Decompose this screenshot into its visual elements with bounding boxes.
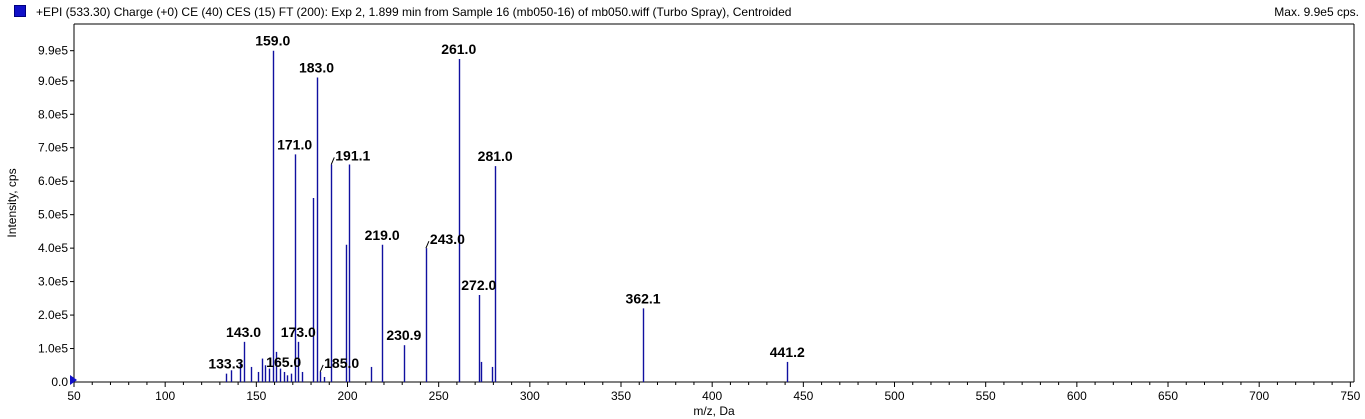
- peak-label: 183.0: [299, 59, 334, 75]
- spectrum-title: +EPI (533.30) Charge (+0) CE (40) CES (1…: [36, 5, 792, 19]
- x-tick-label: 350: [611, 389, 631, 403]
- x-axis-title: m/z, Da: [693, 404, 735, 418]
- y-axis-ticks: 0.0 1.0e5 2.0e5 3.0e5 4.0e5 5.0e5 6.0e5 7.0e5 8.…: [38, 44, 74, 389]
- origin-marker-icon[interactable]: [70, 375, 77, 385]
- y-tick-label: 2.0e5: [38, 308, 68, 322]
- peak-label: 243.0: [430, 231, 465, 247]
- x-tick-label: 250: [429, 389, 449, 403]
- max-intensity-label: Max. 9.9e5 cps.: [1274, 5, 1359, 19]
- peak-label: 230.9: [386, 327, 421, 343]
- y-tick-label: 9.9e5: [38, 44, 68, 58]
- x-tick-label: 200: [337, 389, 357, 403]
- peak-label: 143.0: [226, 324, 261, 340]
- peak-label-leader: [330, 157, 335, 165]
- x-tick-label: 500: [884, 389, 904, 403]
- x-axis-ticks: 50 100 150 200 250 300 350 400 450 500 550 600 650 70…: [67, 382, 1361, 403]
- x-tick-label: 50: [67, 389, 81, 403]
- peak-label: 171.0: [277, 136, 312, 152]
- y-tick-label: 7.0e5: [38, 141, 68, 155]
- peak-label: 281.0: [478, 148, 513, 164]
- peak-label: 185.0: [324, 355, 359, 371]
- x-tick-label: 100: [155, 389, 175, 403]
- y-tick-label: 5.0e5: [38, 208, 68, 222]
- y-axis-title: Intensity, cps: [5, 168, 19, 237]
- peak-label: 191.1: [335, 147, 370, 163]
- x-tick-label: 150: [246, 389, 266, 403]
- peak-label: 441.2: [770, 344, 805, 360]
- peak-label: 272.0: [461, 277, 496, 293]
- x-tick-label: 650: [1158, 389, 1178, 403]
- y-tick-label: 8.0e5: [38, 107, 68, 121]
- y-tick-label: 4.0e5: [38, 241, 68, 255]
- chart-axes: [73, 23, 1355, 383]
- y-tick-label: 0.0: [51, 375, 68, 389]
- y-tick-label: 6.0e5: [38, 174, 68, 188]
- x-tick-label: 300: [520, 389, 540, 403]
- series-swatch-icon: [14, 5, 26, 17]
- y-tick-label: 1.0e5: [38, 342, 68, 356]
- spectrum-peaks: [225, 50, 789, 382]
- x-tick-label: 450: [793, 389, 813, 403]
- x-tick-label: 700: [1249, 389, 1269, 403]
- peak-label-leader: [425, 240, 430, 249]
- peak-label: 261.0: [441, 41, 476, 57]
- peak-label: 362.1: [626, 290, 661, 306]
- x-tick-label: 400: [702, 389, 722, 403]
- peak-label: 159.0: [255, 33, 290, 49]
- x-tick-label: 550: [976, 389, 996, 403]
- peak-label: 219.0: [365, 227, 400, 243]
- peak-label-leader: [319, 364, 324, 373]
- peak-label: 173.0: [281, 324, 316, 340]
- y-tick-label: 9.0e5: [38, 74, 68, 88]
- peak-labels: 133.3 143.0 159.0 165.0 171.0 173.0 183.0 185.0…: [208, 33, 805, 373]
- peak-label: 165.0: [266, 354, 301, 370]
- x-tick-label: 750: [1340, 389, 1360, 403]
- peak-label: 133.3: [208, 356, 243, 372]
- y-tick-label: 3.0e5: [38, 275, 68, 289]
- chart-header: +EPI (533.30) Charge (+0) CE (40) CES (1…: [0, 0, 1365, 24]
- x-tick-label: 600: [1067, 389, 1087, 403]
